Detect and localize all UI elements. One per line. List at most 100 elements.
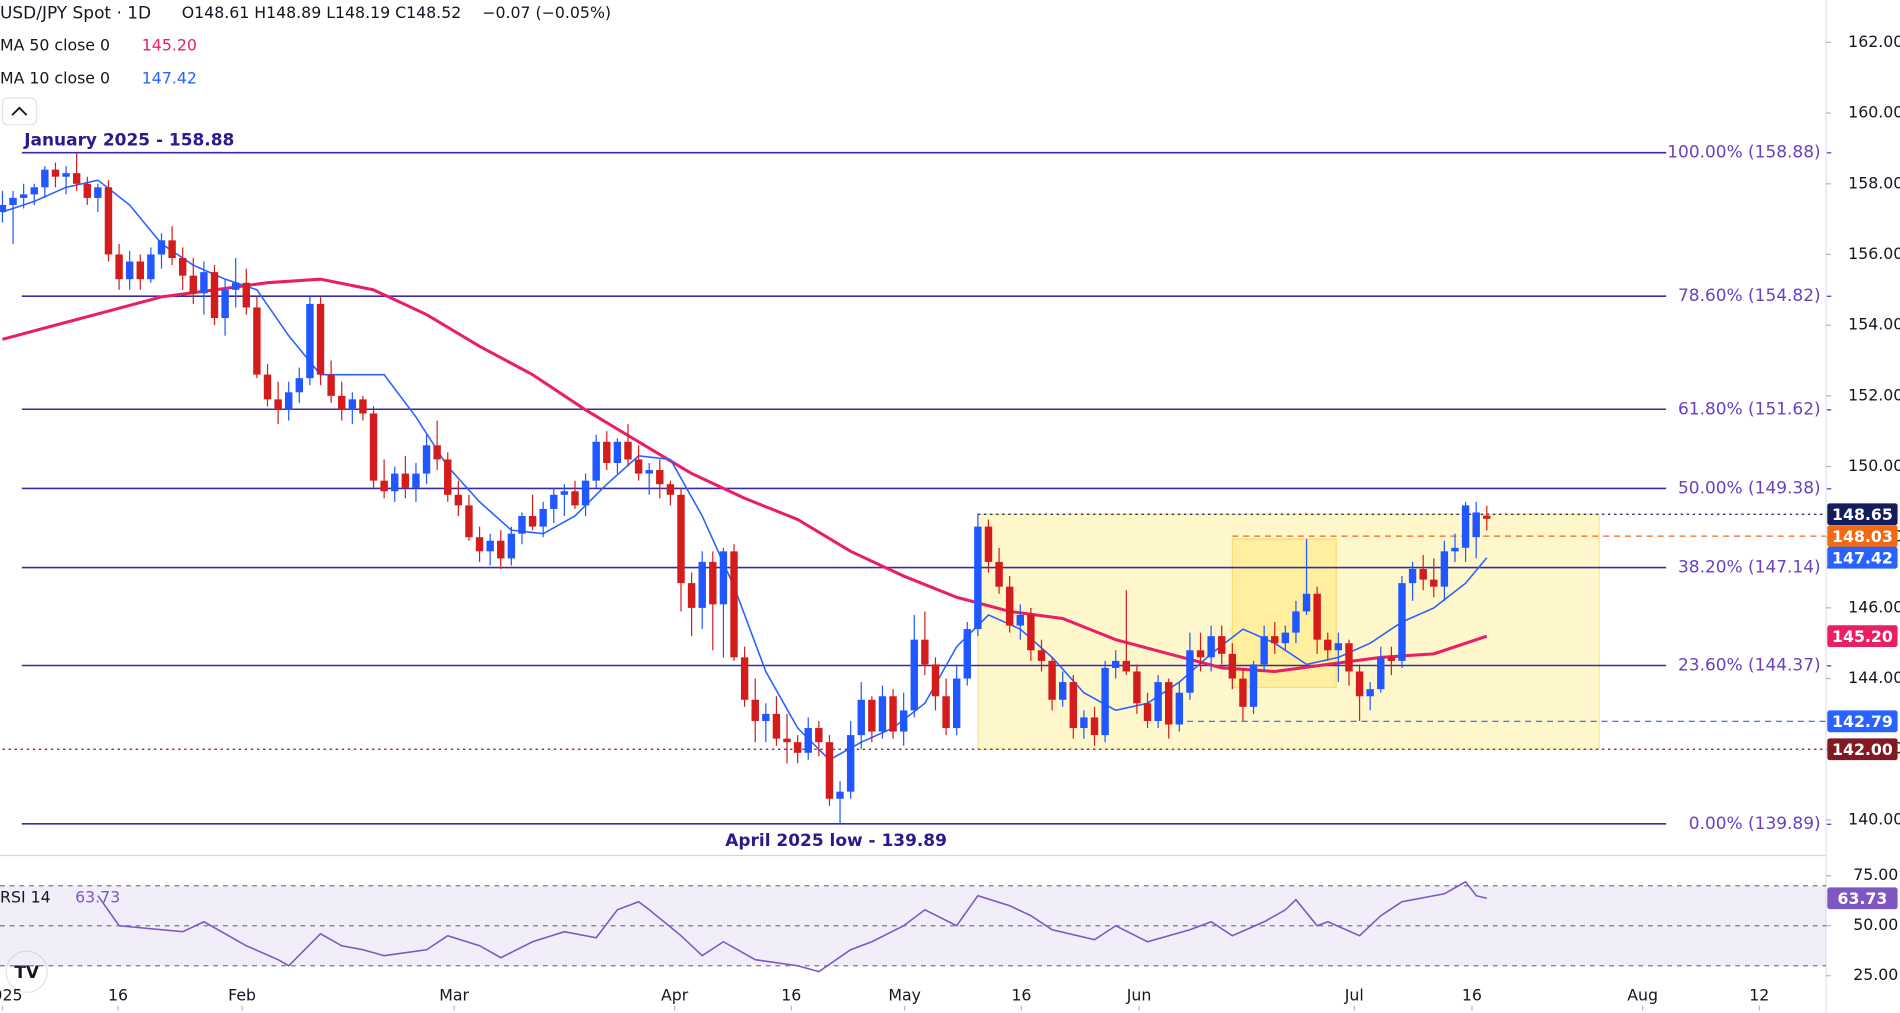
x-tick-label: Aug bbox=[1627, 986, 1658, 1005]
candle-body bbox=[857, 699, 865, 736]
collapse-button[interactable] bbox=[1, 97, 37, 126]
candle-body bbox=[306, 303, 314, 379]
price-badge bbox=[1827, 887, 1898, 910]
candle-body bbox=[1387, 657, 1396, 661]
candle-body bbox=[772, 713, 781, 739]
candle-body bbox=[666, 484, 675, 495]
candle-body bbox=[1133, 671, 1141, 704]
x-tick-label: 16 bbox=[1011, 986, 1031, 1005]
candle-body bbox=[815, 728, 823, 743]
candle-body bbox=[348, 399, 357, 410]
candle-body bbox=[316, 303, 325, 375]
candle-body bbox=[804, 728, 812, 753]
logo[interactable] bbox=[5, 950, 48, 994]
candle-body bbox=[104, 187, 113, 255]
candle-body bbox=[221, 289, 229, 319]
candle-body bbox=[931, 664, 940, 697]
price-badge-label: 142.79 bbox=[1832, 712, 1893, 731]
candle-body bbox=[125, 261, 134, 280]
candle-body bbox=[1186, 650, 1194, 693]
candle-body bbox=[94, 187, 102, 198]
candle-body bbox=[274, 399, 282, 410]
candle-body bbox=[242, 282, 251, 308]
candle-body bbox=[846, 735, 855, 792]
candle-body bbox=[391, 473, 399, 492]
candle-body bbox=[200, 272, 208, 294]
x-tick-label: 16 bbox=[1462, 986, 1482, 1005]
x-tick-label: 12 bbox=[1749, 986, 1769, 1005]
candle-body bbox=[1048, 660, 1056, 700]
candle-body bbox=[1228, 653, 1237, 679]
candle-body bbox=[1218, 636, 1226, 654]
price-badge-label: 63.73 bbox=[1838, 889, 1888, 908]
candle-body bbox=[1037, 650, 1046, 661]
candle-body bbox=[1313, 593, 1321, 640]
candle-body bbox=[550, 494, 558, 509]
candle-body bbox=[836, 791, 844, 799]
candle-body bbox=[889, 696, 897, 732]
candle-body bbox=[285, 392, 293, 410]
candle-body bbox=[1355, 671, 1364, 697]
candle-body bbox=[72, 173, 81, 184]
candle-body bbox=[634, 459, 643, 474]
zone bbox=[977, 513, 1600, 750]
y-tick-label: 75.00 bbox=[1853, 865, 1898, 884]
price-badge bbox=[1827, 546, 1898, 569]
rsi-line bbox=[97, 880, 1487, 973]
symbol: USD/JPY Spot · 1D bbox=[0, 2, 151, 22]
candle-body bbox=[1260, 636, 1268, 665]
candle-body bbox=[178, 257, 187, 276]
zones-layer bbox=[977, 513, 1600, 750]
candle-body bbox=[433, 445, 441, 460]
candle-body bbox=[1058, 682, 1067, 700]
candle-body bbox=[327, 374, 335, 396]
candle-body bbox=[1483, 515, 1491, 519]
candle-body bbox=[475, 537, 484, 552]
candle-body bbox=[338, 395, 346, 410]
candle-body bbox=[465, 505, 473, 538]
fib-label: 50.00% (149.38) - bbox=[1678, 477, 1832, 497]
x-tick-label: May bbox=[888, 986, 921, 1005]
candle-body bbox=[719, 551, 728, 605]
candle-body bbox=[1419, 569, 1427, 580]
candle-body bbox=[910, 639, 918, 711]
candle-body bbox=[115, 254, 123, 280]
fib-label: 78.60% (154.82) - bbox=[1678, 285, 1832, 305]
x-tick-label: Feb bbox=[228, 986, 256, 1005]
candle-body bbox=[444, 459, 452, 495]
candle-body bbox=[147, 254, 155, 280]
candle-body bbox=[1069, 682, 1078, 729]
y-tick-label: 152.00 bbox=[1848, 385, 1900, 404]
price-badge-label: 148.03 bbox=[1832, 527, 1893, 546]
candle-body bbox=[189, 275, 198, 294]
price-badge bbox=[1827, 525, 1898, 548]
candle-body bbox=[952, 678, 961, 729]
candle-body bbox=[1440, 551, 1449, 587]
change: −0.07 (−0.05%) bbox=[482, 3, 611, 22]
y-tick-label: 160.00 bbox=[1848, 103, 1900, 122]
candle-body bbox=[1408, 569, 1417, 584]
candle-body bbox=[560, 491, 569, 495]
candle-body bbox=[1398, 583, 1406, 661]
moving-average bbox=[2, 179, 1488, 761]
candle-body bbox=[603, 441, 611, 463]
x-tick-label: 16 bbox=[781, 986, 801, 1005]
candle-body bbox=[41, 169, 49, 188]
candle-body bbox=[592, 441, 600, 481]
x-tick-label: Jul bbox=[1344, 986, 1364, 1005]
candle-body bbox=[868, 699, 876, 732]
candle-body bbox=[136, 261, 144, 280]
candle-body bbox=[571, 491, 579, 506]
candle-body bbox=[1101, 667, 1109, 736]
candle-body bbox=[168, 240, 176, 258]
candle-body bbox=[253, 307, 261, 375]
price-badge-label: 148.65 bbox=[1832, 505, 1893, 524]
candle-body bbox=[740, 657, 749, 700]
fib-label: 38.20% (147.14) - bbox=[1678, 557, 1832, 577]
candle-body bbox=[656, 470, 664, 485]
candle-body bbox=[1302, 593, 1311, 612]
candle-body bbox=[1324, 639, 1332, 651]
y-tick-label: 140.00 bbox=[1848, 809, 1900, 828]
